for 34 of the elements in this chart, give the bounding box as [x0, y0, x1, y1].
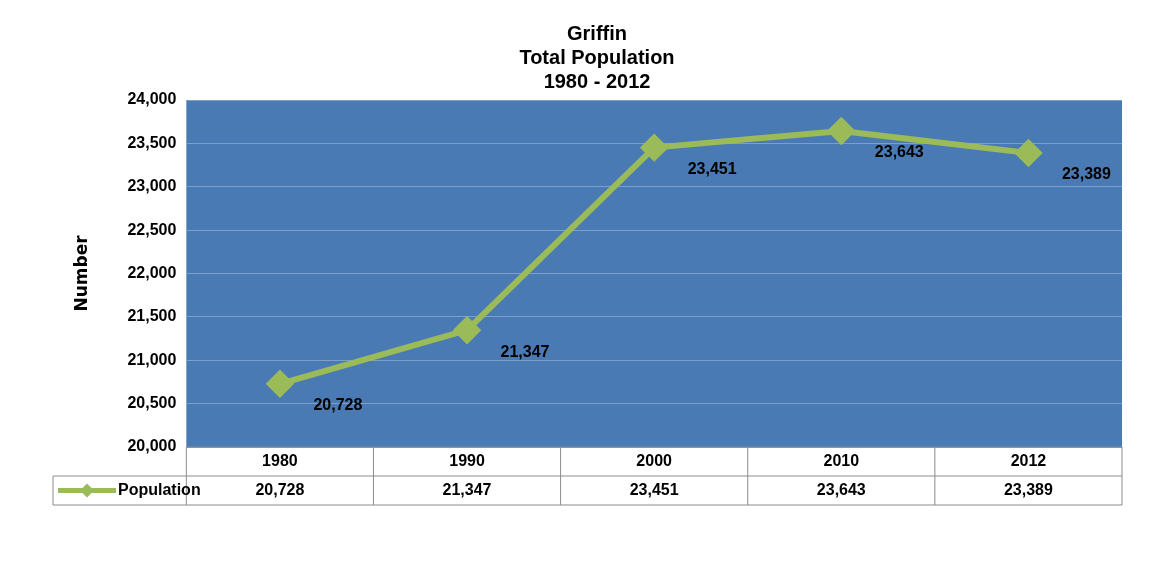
point: [454, 317, 481, 344]
legend-label: Population: [118, 480, 201, 498]
x-tick-label: 1990: [449, 451, 485, 469]
text: 23,643: [874, 143, 924, 161]
point: [828, 117, 855, 144]
text: 20,728: [313, 396, 363, 414]
text: 1980 - 2012: [543, 69, 651, 92]
data-label: 21,347: [442, 480, 492, 498]
point: [641, 134, 668, 161]
y-tick-label: 24,000: [127, 90, 177, 108]
y-tick-label: 21,000: [127, 350, 177, 368]
y-tick-label: 23,000: [127, 177, 177, 195]
y-tick-label: 20,500: [127, 394, 177, 412]
point: [1015, 140, 1042, 166]
data-label: 20,728: [255, 480, 305, 498]
y-tick-label: 22,500: [127, 220, 177, 238]
text: 21,347: [500, 342, 550, 360]
x-tick-label: 1980: [262, 451, 298, 469]
x-tick-label: 2000: [636, 451, 673, 469]
y-tick-label: 21,500: [127, 307, 177, 325]
x-tick-label: 2010: [823, 451, 860, 469]
text: Griffin: [567, 21, 627, 44]
y-axis-title: Number: [70, 234, 91, 312]
x-tick-label: 2012: [1010, 451, 1047, 469]
text: 23,389: [1061, 165, 1111, 183]
data-label: 23,451: [629, 480, 679, 498]
data-label: 23,389: [1003, 480, 1053, 498]
y-tick-label: 22,000: [127, 263, 177, 281]
y-tick-label: 20,000: [127, 437, 177, 455]
y-tick-label: 23,500: [127, 133, 177, 151]
text: 23,451: [687, 160, 737, 178]
data-label: 23,643: [816, 480, 866, 498]
point: [266, 370, 293, 397]
text: Total Population: [519, 45, 675, 68]
